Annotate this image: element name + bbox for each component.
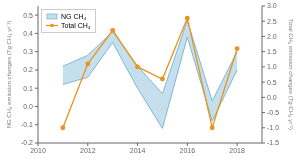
html-text:Total CH₄: Total CH₄ [61, 22, 91, 29]
svg-text:0.1: 0.1 [23, 85, 33, 92]
svg-text:3.0: 3.0 [267, 2, 277, 9]
svg-text:2016: 2016 [180, 147, 196, 154]
svg-text:-1.0: -1.0 [267, 124, 279, 131]
svg-text:-0.2: -0.2 [21, 139, 33, 146]
svg-text:0.5: 0.5 [267, 79, 277, 86]
svg-text:2.5: 2.5 [267, 18, 277, 25]
svg-text:2014: 2014 [130, 147, 146, 154]
svg-text:1.0: 1.0 [267, 63, 277, 70]
svg-text:2.0: 2.0 [267, 33, 277, 40]
svg-text:0.0: 0.0 [267, 94, 277, 101]
svg-text:2010: 2010 [30, 147, 46, 154]
svg-text:0.4: 0.4 [23, 30, 33, 37]
svg-text:0.3: 0.3 [23, 48, 33, 55]
svg-text:NG CH₄ emission changes (Tg CH: NG CH₄ emission changes (Tg CH₄ yr⁻¹) [8, 21, 12, 129]
svg-text:2012: 2012 [80, 147, 96, 154]
svg-text:0.5: 0.5 [23, 12, 33, 19]
html-text:NG CH₄: NG CH₄ [61, 13, 87, 20]
svg-text:0.0: 0.0 [23, 103, 33, 110]
svg-text:-1.5: -1.5 [267, 139, 279, 146]
svg-text:1.5: 1.5 [267, 48, 277, 55]
svg-text:-0.5: -0.5 [267, 109, 279, 116]
svg-text:2018: 2018 [229, 147, 245, 154]
svg-text:0.2: 0.2 [23, 66, 33, 73]
svg-text:-0.1: -0.1 [21, 121, 33, 128]
svg-text:Total CH₄ emission changes (Tg: Total CH₄ emission changes (Tg CH₄ yr⁻¹) [288, 19, 292, 130]
